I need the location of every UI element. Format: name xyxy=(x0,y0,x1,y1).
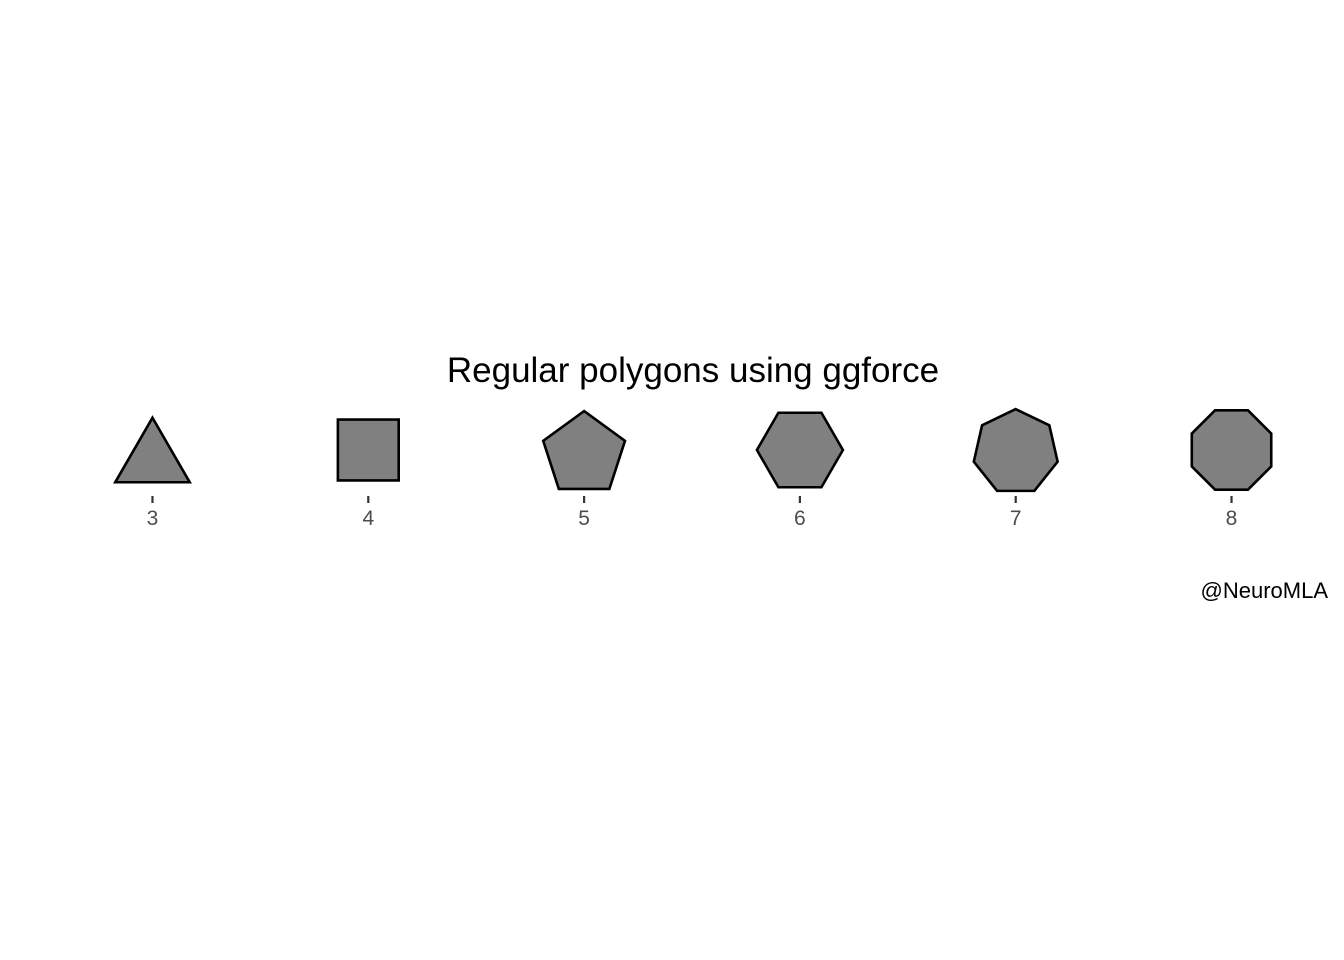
x-tick-label-7: 7 xyxy=(1010,507,1022,530)
chart-caption: @NeuroMLA xyxy=(1201,578,1329,603)
polygon-8-sides xyxy=(1190,408,1273,492)
polygon-4-sides xyxy=(336,418,401,482)
polygon-6-sides xyxy=(755,411,845,489)
polygon-5-sides xyxy=(541,409,627,491)
polygon-3-sides xyxy=(112,415,192,484)
x-tick-label-4: 4 xyxy=(362,507,374,530)
polygon-7-sides xyxy=(972,407,1060,493)
chart-title: Regular polygons using ggforce xyxy=(447,351,939,390)
x-tick-label-6: 6 xyxy=(794,507,806,530)
x-tick-label-5: 5 xyxy=(578,507,590,530)
x-tick-label-8: 8 xyxy=(1226,507,1238,530)
x-axis: 3 4 5 6 7 8 xyxy=(147,496,1238,530)
x-tick-label-3: 3 xyxy=(147,507,159,530)
polygon-marks xyxy=(112,407,1273,493)
